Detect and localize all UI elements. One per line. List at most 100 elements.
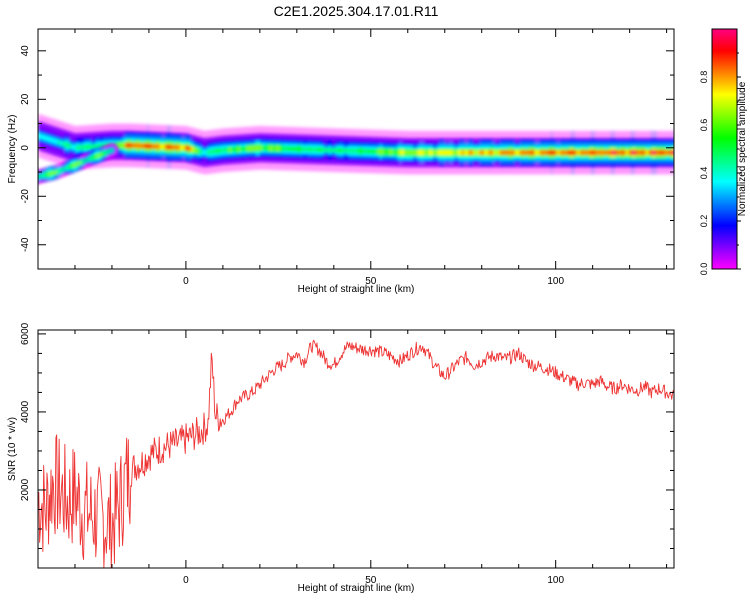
heatmap-cell <box>204 150 208 155</box>
heatmap-cell <box>656 150 660 156</box>
heatmap-cell <box>270 145 274 151</box>
heatmap-cell <box>268 145 272 151</box>
heatmap-cell <box>186 145 190 151</box>
heatmap-cell <box>650 150 654 156</box>
heatmap-cell <box>515 150 518 156</box>
heatmap-cell <box>115 142 119 148</box>
heatmap-cell <box>359 148 363 154</box>
heatmap-cell <box>191 147 194 152</box>
heatmap-cell <box>619 150 622 156</box>
heatmap-cell <box>375 149 378 155</box>
heatmap-cell <box>386 149 390 155</box>
heatmap-cell <box>455 150 458 156</box>
heatmap-cell <box>126 142 130 148</box>
heatmap-cell <box>62 141 66 147</box>
heatmap-cell <box>69 143 72 149</box>
heatmap-cell <box>572 150 576 156</box>
heatmap-cell <box>217 148 221 154</box>
heatmap-cell <box>259 145 263 151</box>
heatmap-cell <box>490 150 494 156</box>
heatmap-cell <box>470 150 474 156</box>
heatmap-cell <box>428 150 432 156</box>
heatmap-cell <box>157 144 161 150</box>
heatmap-cell <box>421 150 425 156</box>
heatmap-cell <box>648 150 651 156</box>
heatmap-cell <box>486 150 489 156</box>
heatmap-cell <box>124 142 128 148</box>
heatmap-cell <box>250 145 254 151</box>
heatmap-cell <box>219 148 223 153</box>
heatmap-cell <box>226 147 230 153</box>
heatmap-cell <box>171 144 174 150</box>
heatmap-cell <box>71 144 74 150</box>
heatmap-cell <box>206 149 210 155</box>
heatmap-cell <box>137 143 141 149</box>
heatmap-cell <box>233 147 236 152</box>
heatmap-cell <box>235 146 239 152</box>
heatmap-cell <box>608 150 611 156</box>
heatmap-cell <box>75 145 79 151</box>
heatmap-cell <box>273 145 276 151</box>
heatmap-cell <box>672 150 674 156</box>
spectrogram-ridge <box>38 114 674 175</box>
heatmap-cell <box>563 150 567 156</box>
heatmap-cell <box>381 149 385 155</box>
heatmap-cell <box>637 150 640 156</box>
heatmap-cell <box>89 156 93 161</box>
heatmap-cell <box>543 150 547 156</box>
heatmap-cell <box>148 143 152 149</box>
heatmap-cell <box>288 146 292 152</box>
heatmap-cell <box>537 150 540 156</box>
y-tick-label: 20 <box>20 93 31 105</box>
heatmap-cell <box>86 144 90 150</box>
heatmap-cell <box>63 167 67 171</box>
heatmap-cell <box>397 149 401 155</box>
colorbar-tick-label: 0.4 <box>699 167 709 180</box>
heatmap-cell <box>483 150 487 156</box>
heatmap-cell <box>459 150 463 156</box>
heatmap-cell <box>166 144 170 150</box>
heatmap-cell <box>104 150 108 155</box>
heatmap-cell <box>55 139 59 145</box>
heatmap-cell <box>74 162 79 166</box>
y-tick-label: -40 <box>20 237 31 252</box>
heatmap-cell <box>603 150 607 156</box>
heatmap-cell <box>592 150 596 156</box>
heatmap-cell <box>211 149 214 155</box>
heatmap-cell <box>317 147 321 153</box>
heatmap-cell <box>346 148 350 154</box>
heatmap-cell <box>160 144 163 150</box>
heatmap-cell <box>430 150 434 156</box>
heatmap-cell <box>419 150 423 156</box>
x-tick-label: 0 <box>183 575 189 586</box>
snr-x-axis-label: Height of straight line (km) <box>298 583 415 594</box>
heatmap-cell <box>610 150 614 156</box>
heatmap-cell <box>614 150 618 156</box>
colorbar-tick-label: 0.0 <box>699 263 709 276</box>
heatmap-cell <box>461 150 465 156</box>
heatmap-cell <box>339 148 343 153</box>
heatmap-cell <box>257 145 261 151</box>
heatmap-cell <box>472 150 476 156</box>
heatmap-cell <box>248 146 252 151</box>
heatmap-cell <box>395 149 398 155</box>
heatmap-cell <box>286 146 290 152</box>
heatmap-cell <box>162 144 165 150</box>
x-tick-label: 0 <box>183 276 189 287</box>
spectrogram-x-axis-label: Height of straight line (km) <box>298 284 415 295</box>
heatmap-cell <box>310 147 314 152</box>
heatmap-cell <box>337 147 341 153</box>
heatmap-cell <box>297 146 301 152</box>
heatmap-cell <box>435 150 438 156</box>
heatmap-cell <box>184 145 188 151</box>
heatmap-cell <box>426 150 429 156</box>
heatmap-cell <box>634 150 638 156</box>
heatmap-cell <box>49 137 52 143</box>
heatmap-cell <box>552 150 556 156</box>
heatmap-cell <box>228 147 232 153</box>
heatmap-cell <box>528 150 532 156</box>
colorbar-tick-label: 0.2 <box>699 215 709 228</box>
heatmap-cell <box>135 143 139 149</box>
heatmap-cell <box>439 150 443 156</box>
x-tick-label: 50 <box>365 276 377 287</box>
